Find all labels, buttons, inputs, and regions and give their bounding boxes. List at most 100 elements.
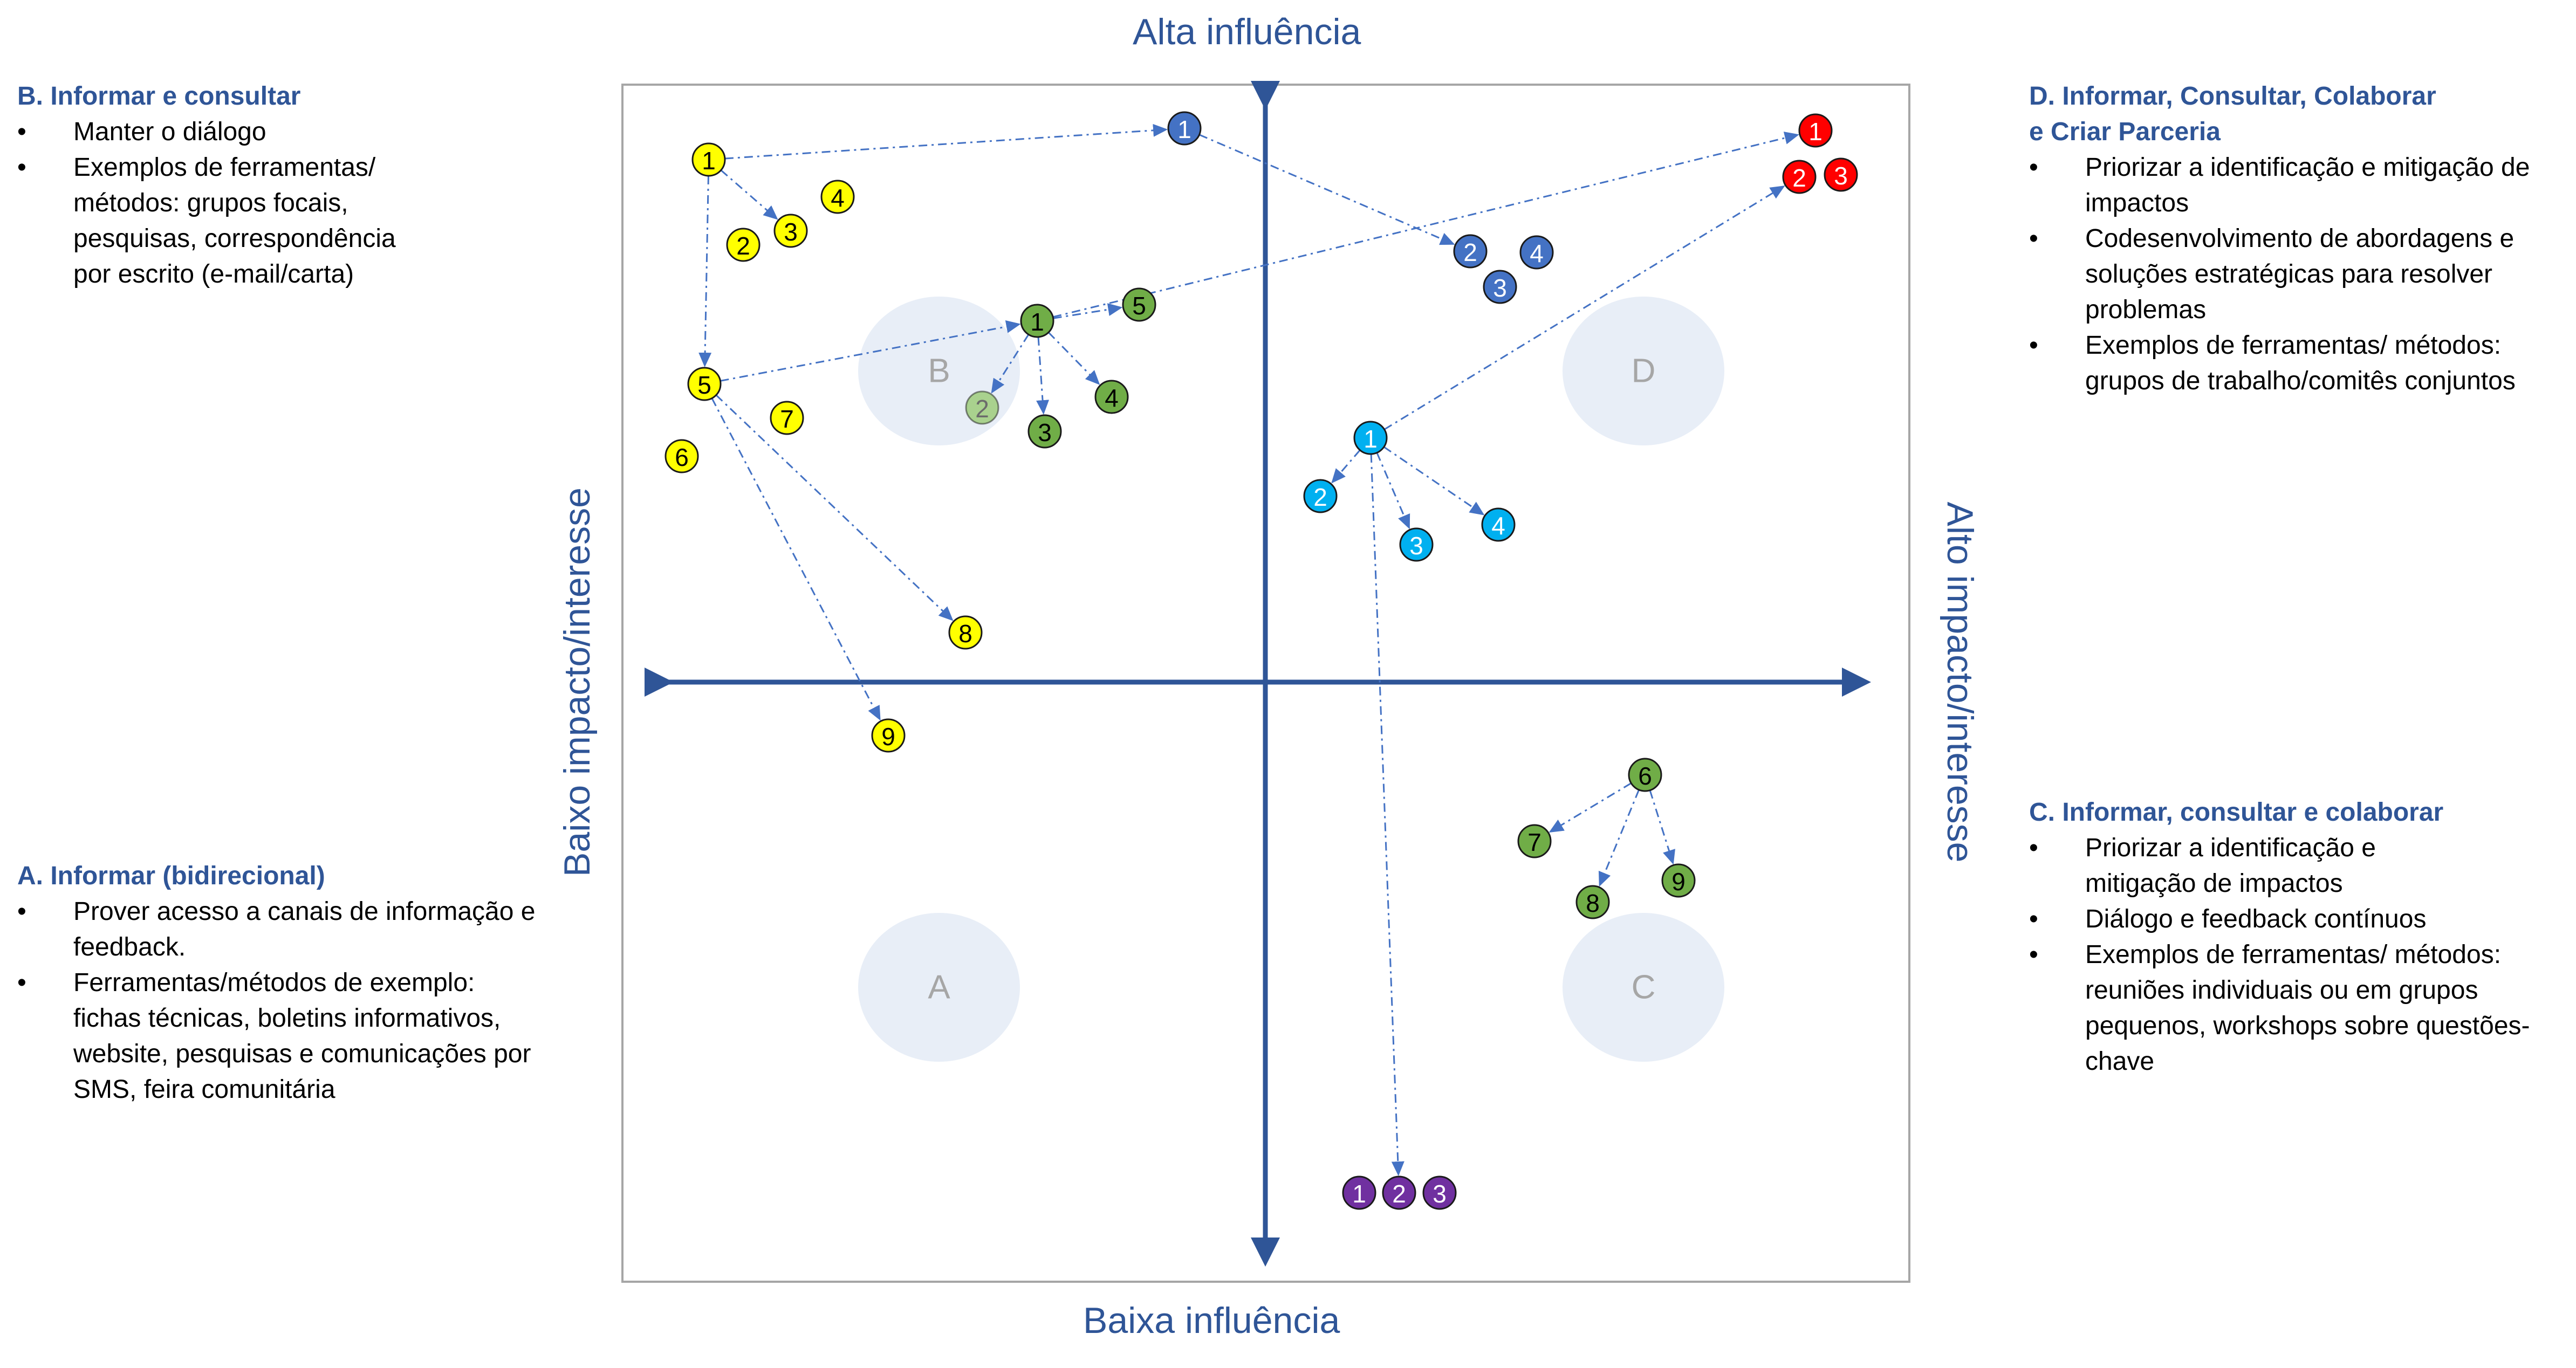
panel-c-bullet: Diálogo e feedback contínuos [2029,902,2560,937]
connector-arrow [1053,303,1123,319]
zone-c-ellipse [1563,913,1724,1062]
node-red-1: 1 [1798,113,1833,148]
panel-quadrant-d: D. Informar, Consultar, Colaborar e Criar… [2029,79,2563,399]
node-purple-2: 2 [1382,1175,1416,1210]
axis-title-left: Baixo impacto/interesse [557,487,598,877]
node-circle [1342,1175,1376,1210]
node-circle [1303,479,1338,513]
panel-quadrant-b: B. Informar e consultar Manter o diálogo… [17,79,535,292]
connector-arrow [698,175,712,368]
panel-a-bullet: Prover acesso a canais de informação e f… [17,894,548,965]
node-label: 7 [780,405,794,433]
panel-c-title: C. Informar, consultar e colaborar [2029,798,2444,827]
zone-d-ellipse [1563,297,1724,445]
axis-title-right: Alto impacto/interesse [1940,501,1981,863]
node-circle [1453,234,1488,269]
zone-a-label: A [928,969,950,1006]
connector-arrow [1549,782,1632,833]
node-label: 4 [831,184,845,212]
node-label: 2 [1392,1180,1406,1208]
node-circle [820,180,855,214]
node-blue-dark-3: 3 [1483,270,1517,304]
node-circle [773,214,808,248]
node-label: 3 [1409,532,1423,560]
node-blue-light-2: 2 [1303,479,1338,513]
node-circle [1382,1175,1416,1210]
node-label: 2 [975,395,989,423]
connector-arrow [1331,449,1361,484]
connector-arrow [720,320,1021,382]
connector-arrow [1047,332,1100,385]
panel-quadrant-c: C. Informar, consultar e colaborar Prior… [2029,795,2563,1080]
node-circle [1782,160,1817,194]
node-circle [1027,414,1062,449]
node-circle [1353,421,1388,455]
node-yellow-1: 1 [691,142,726,177]
connector-arrow [724,123,1168,160]
node-circle [1020,304,1054,338]
node-circle [1483,270,1517,304]
node-circle [1517,824,1552,858]
node-red-3: 3 [1824,157,1858,192]
connector-arrow [720,169,778,220]
node-green-bottom-9: 9 [1661,863,1696,898]
node-green-bottom-8: 8 [1575,885,1610,919]
panel-a-bullet: Ferramentas/métodos de exemplo: fichas t… [17,965,548,1108]
panel-d-bullet: Codesenvolvimento de abordagens e soluçõ… [2029,221,2560,328]
connector-arrow [991,334,1030,394]
node-label: 2 [736,232,750,260]
connector-arrow [1598,789,1640,887]
zones-layer: B D A C [858,297,1724,1062]
node-yellow-4: 4 [820,180,855,214]
node-blue-dark-1: 1 [1167,111,1202,146]
node-yellow-6: 6 [664,439,699,473]
node-circle [1122,287,1156,322]
node-circle [687,367,722,401]
node-circle [1628,758,1662,792]
node-circle [1167,111,1202,146]
node-yellow-8: 8 [948,615,983,650]
panel-a-title: A. Informar (bidirecional) [17,862,325,890]
node-green-bottom-6: 6 [1628,758,1662,792]
node-circle [1422,1175,1457,1210]
connector-arrow [1383,185,1785,430]
node-circle [726,228,761,262]
connector-arrow [1376,452,1410,530]
node-circle [664,439,699,473]
node-yellow-5: 5 [687,367,722,401]
node-label: 7 [1527,828,1542,856]
connector-arrow [1370,453,1405,1177]
node-green-top-4: 4 [1094,380,1129,414]
zone-c-label: C [1632,969,1656,1006]
node-green-top-5: 5 [1122,287,1156,322]
connector-arrow [1198,134,1455,245]
node-blue-light-1: 1 [1353,421,1388,455]
node-label: 3 [1834,162,1848,190]
node-label: 4 [1105,384,1119,412]
node-circle [871,718,906,753]
panel-b-bullet: Exemplos de ferramentas/ métodos: grupos… [17,150,413,292]
node-circle [1481,507,1516,542]
node-label: 6 [675,443,689,471]
node-label: 3 [1493,274,1507,302]
node-blue-light-3: 3 [1399,527,1434,562]
panel-d-title: D. Informar, Consultar, Colaborar e Criar… [2029,82,2436,146]
node-blue-dark-4: 4 [1519,235,1554,270]
zone-a-ellipse [858,913,1020,1062]
node-label: 1 [702,147,716,175]
node-label: 3 [784,218,798,246]
node-label: 4 [1491,512,1505,540]
node-label: 1 [1177,115,1191,143]
panel-b-bullets: Manter o diálogo Exemplos de ferramentas… [17,114,535,292]
zone-b-label: B [928,353,950,390]
node-circle [1575,885,1610,919]
node-label: 2 [1313,483,1327,511]
connector-arrow [1052,132,1799,318]
panel-c-bullet: Exemplos de ferramentas/ métodos: reuniõ… [2029,937,2549,1080]
node-label: 1 [1808,118,1823,146]
node-green-bottom-7: 7 [1517,824,1552,858]
node-circle [965,390,999,425]
panel-d-bullet: Priorizar a identificação e mitigação de… [2029,150,2560,221]
node-label: 2 [1463,238,1477,266]
